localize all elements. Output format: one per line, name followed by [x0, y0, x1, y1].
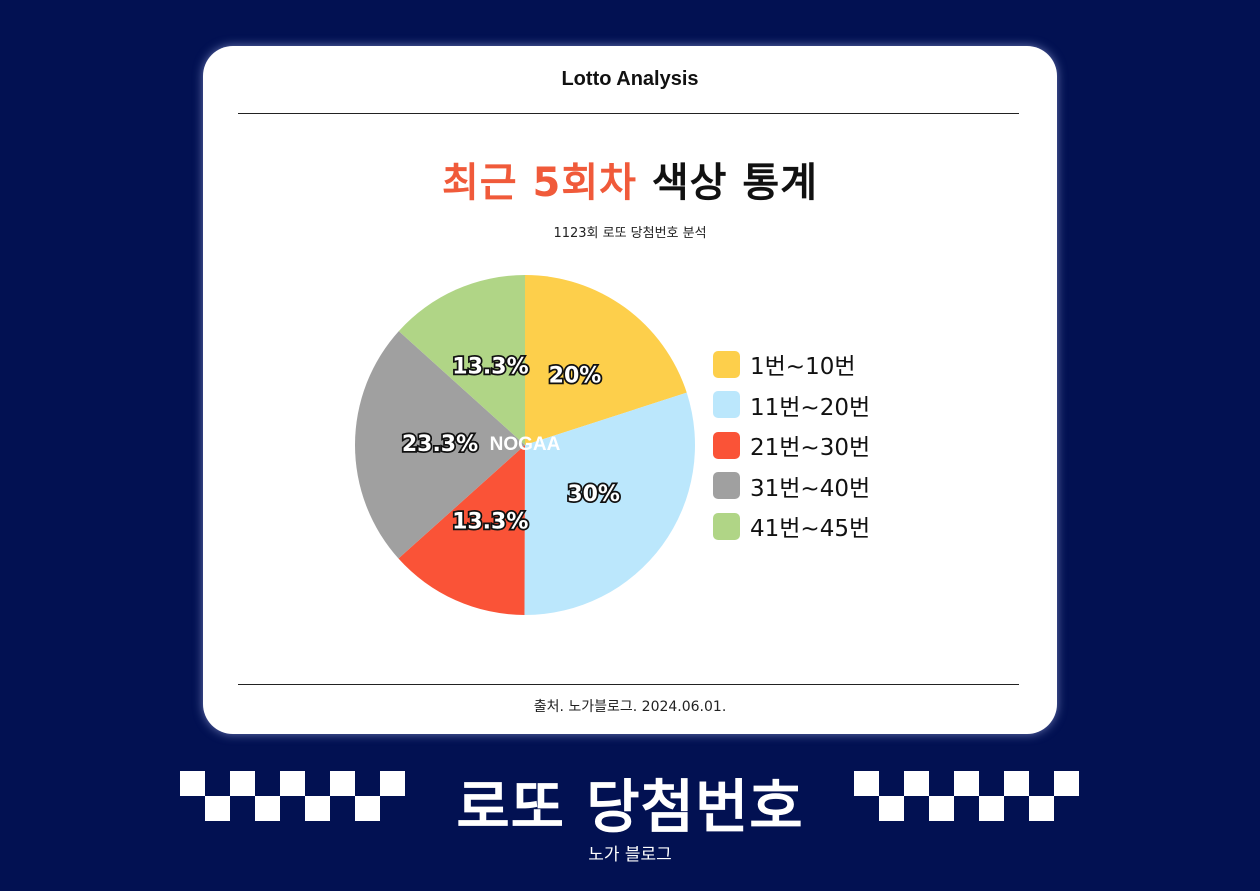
legend-item-3: 21번~30번 [713, 425, 870, 466]
legend-item-5: 41번~45번 [713, 506, 870, 547]
legend-item-1: 1번~10번 [713, 344, 870, 385]
legend-swatch [713, 391, 740, 419]
chart-title: 최근 5회차 색상 통계 [203, 150, 1057, 208]
top-divider [238, 113, 1019, 114]
header-title: Lotto Analysis [561, 68, 699, 90]
legend-swatch [713, 472, 740, 500]
banner: 로또 당첨번호 [0, 760, 1260, 841]
pie-slice-4 [355, 331, 525, 559]
legend-label: 11번~20번 [750, 394, 871, 421]
legend-label: 21번~30번 [750, 435, 871, 462]
banner-title: 로또 당첨번호 [456, 773, 804, 841]
pie-slice-2 [524, 392, 695, 615]
bottom-divider [238, 684, 1019, 685]
source-footer: 출처. 노가블로그. 2024.06.01. [533, 699, 727, 715]
legend-swatch [713, 431, 740, 459]
pie-slice-5 [398, 275, 525, 445]
chart-subtitle: 1123회 로또 당첨번호 분석 [553, 226, 707, 241]
checker-pattern-left [180, 771, 405, 821]
banner-subtitle: 노가 블로그 [588, 845, 672, 865]
legend-label: 41번~45번 [750, 516, 871, 543]
slice-value-label-5: 13.3% [452, 354, 528, 379]
analysis-card: Lotto Analysis 최근 5회차 색상 통계 1123회 로또 당첨번… [203, 46, 1057, 734]
chart-title-accent: 최근 5회차 [441, 160, 637, 206]
legend-item-4: 31번~40번 [713, 466, 870, 507]
legend-item-2: 11번~20번 [713, 385, 870, 426]
legend-swatch [713, 512, 740, 540]
slice-value-label-3: 13.3% [452, 510, 528, 535]
chart-legend: 1번~10번 11번~20번 21번~30번 31번~40번 41번~45번 [713, 344, 870, 547]
slice-value-label-1: 20% [549, 363, 602, 388]
legend-swatch [713, 350, 740, 378]
pie-slice-3 [398, 445, 525, 615]
checker-pattern-right [854, 771, 1079, 821]
legend-label: 31번~40번 [750, 475, 871, 502]
watermark-label: NOGAA [490, 434, 561, 455]
slice-value-label-4: 23.3% [402, 432, 478, 457]
legend-label: 1번~10번 [750, 354, 856, 381]
pie-slice-1 [525, 275, 687, 445]
pie-chart: 20% 30% 13.3% 23.3% 13.3% NOGAA [355, 275, 695, 615]
chart-title-rest: 색상 통계 [636, 160, 819, 206]
slice-value-label-2: 30% [567, 482, 620, 507]
